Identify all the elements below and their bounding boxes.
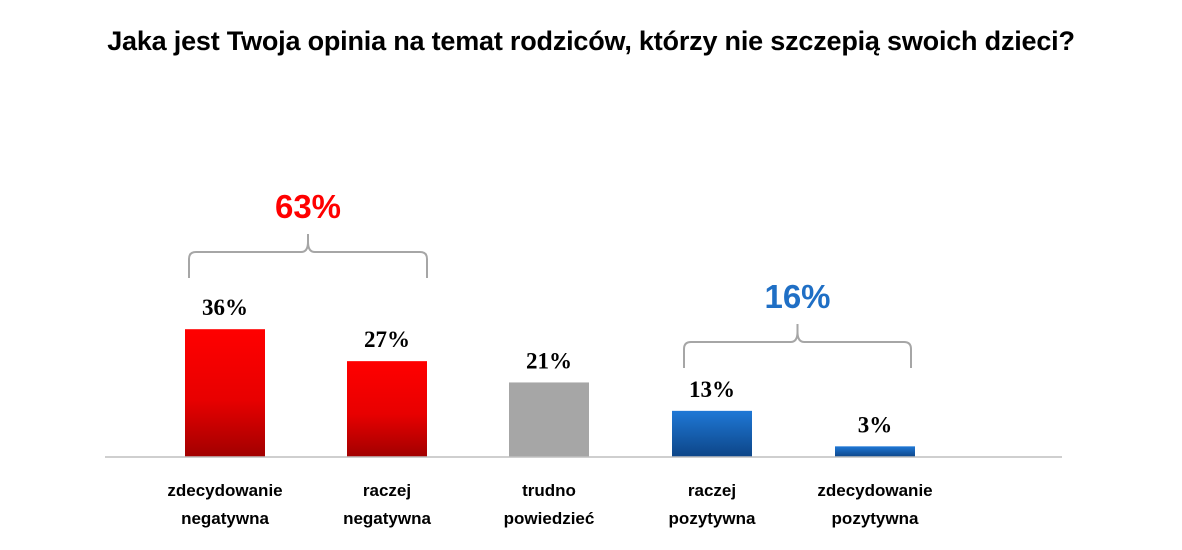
value-label-3: 13%: [689, 377, 735, 402]
category-label-0-0: zdecydowanie: [167, 481, 282, 500]
category-label-1-0: raczej: [363, 481, 411, 500]
category-label-4-0: zdecydowanie: [817, 481, 932, 500]
category-label-4-1: pozytywna: [832, 509, 919, 528]
value-label-0: 36%: [202, 295, 248, 320]
category-label-0-1: negatywna: [181, 509, 269, 528]
category-label-2-1: powiedzieć: [504, 509, 595, 528]
group-total-label-0: 63%: [275, 188, 341, 225]
value-label-4: 3%: [858, 412, 893, 437]
category-label-3-1: pozytywna: [669, 509, 756, 528]
bar-4: [835, 446, 915, 457]
group-total-label-1: 16%: [764, 278, 830, 315]
category-label-2-0: trudno: [522, 481, 576, 500]
bar-3: [672, 410, 752, 457]
group-bracket-1: [683, 324, 912, 368]
bar-2: [509, 382, 589, 457]
category-label-3-0: raczej: [688, 481, 736, 500]
bar-1: [347, 361, 427, 457]
value-label-2: 21%: [526, 348, 572, 373]
value-label-1: 27%: [364, 327, 410, 352]
group-brackets-layer: 63% 16%: [188, 188, 912, 368]
category-label-1-1: negatywna: [343, 509, 431, 528]
group-bracket-0: [188, 234, 428, 278]
bars-layer: [185, 329, 915, 457]
labels-layer: 36% zdecydowanie negatywna 27% raczej negatyw…: [167, 295, 932, 528]
chart-title: Jaka jest Twoja opinia na temat rodziców…: [107, 26, 1075, 56]
bar-0: [185, 329, 265, 457]
